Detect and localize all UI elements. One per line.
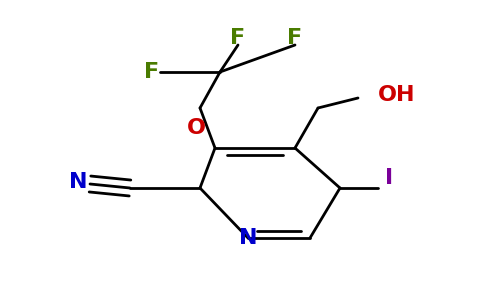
Text: OH: OH [378,85,415,105]
Text: N: N [239,228,257,248]
Text: O: O [186,118,206,138]
Text: F: F [287,28,302,48]
Text: F: F [144,62,160,82]
Text: I: I [385,168,393,188]
Text: F: F [230,28,245,48]
Text: N: N [69,172,87,192]
